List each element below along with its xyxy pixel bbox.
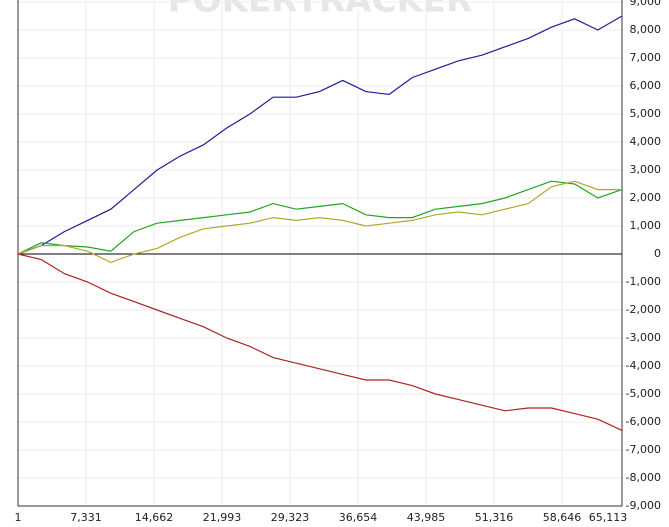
x-tick-label: 65,113 [589, 511, 628, 524]
x-tick-label: 1 [15, 511, 22, 524]
y-tick-label: 6,000 [630, 79, 662, 92]
x-tick-label: 7,331 [70, 511, 102, 524]
y-tick-label: -3,000 [626, 331, 661, 344]
x-tick-label: 58,646 [543, 511, 582, 524]
y-tick-label: -7,000 [626, 443, 661, 456]
x-tick-label: 43,985 [407, 511, 446, 524]
y-tick-label: -8,000 [626, 471, 661, 484]
y-tick-label: -4,000 [626, 359, 661, 372]
y-tick-label: -9,000 [626, 499, 661, 512]
series-line [17, 180, 623, 255]
y-tick-label: 1,000 [630, 219, 662, 232]
y-tick-label: 0 [654, 247, 661, 260]
x-tick-label: 14,662 [135, 511, 174, 524]
series-line [17, 253, 623, 431]
x-tick-label: 29,323 [271, 511, 310, 524]
y-tick-label: -1,000 [626, 275, 661, 288]
x-tick-label: 36,654 [339, 511, 378, 524]
y-tick-label: -2,000 [626, 303, 661, 316]
x-tick-label: 51,316 [475, 511, 514, 524]
y-tick-label: -6,000 [626, 415, 661, 428]
y-tick-label: 8,000 [630, 23, 662, 36]
watermark: POKERTRACKER [168, 0, 472, 21]
y-tick-label: -5,000 [626, 387, 661, 400]
y-tick-label: 2,000 [630, 191, 662, 204]
y-tick-label: 7,000 [630, 51, 662, 64]
series-line [17, 180, 622, 264]
x-tick-label: 21,993 [203, 511, 242, 524]
series-line [17, 15, 623, 255]
y-tick-label: 4,000 [630, 135, 662, 148]
y-tick-label: 9,000 [630, 0, 662, 8]
y-tick-label: 3,000 [630, 163, 662, 176]
y-tick-label: 5,000 [630, 107, 662, 120]
